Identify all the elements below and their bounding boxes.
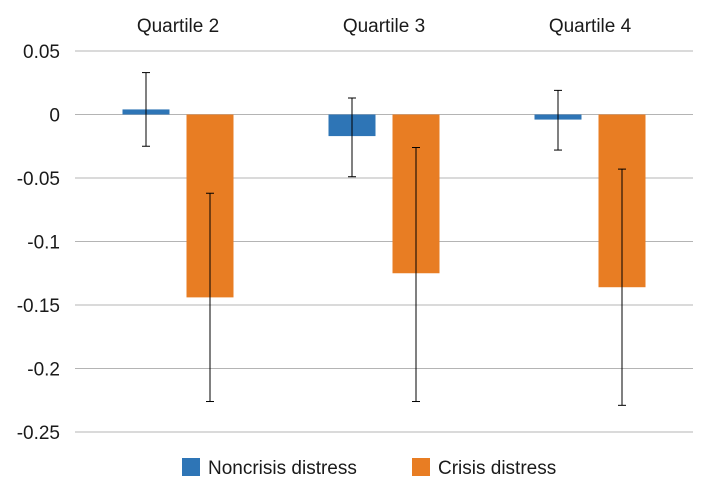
y-tick-label: -0.05 — [17, 169, 60, 190]
y-tick-label: -0.25 — [17, 423, 60, 444]
y-tick-label: 0.05 — [23, 42, 60, 63]
legend-label: Crisis distress — [438, 458, 556, 479]
y-axis-tick-labels: 0.05 0 -0.05 -0.1 -0.15 -0.2 -0.25 — [17, 42, 60, 444]
category-label: Quartile 2 — [137, 16, 219, 37]
legend: Noncrisis distress Crisis distress — [182, 458, 556, 479]
legend-swatch — [182, 458, 200, 476]
y-tick-label: -0.15 — [17, 296, 60, 317]
category-labels: Quartile 2 Quartile 3 Quartile 4 — [137, 16, 632, 37]
bars — [122, 109, 646, 298]
gridlines — [75, 50, 693, 433]
legend-label: Noncrisis distress — [208, 458, 357, 479]
category-label: Quartile 3 — [343, 16, 425, 37]
y-tick-label: -0.2 — [27, 360, 60, 381]
legend-swatch — [412, 458, 430, 476]
y-tick-label: -0.1 — [27, 233, 60, 254]
category-label: Quartile 4 — [549, 16, 632, 37]
error-bars — [142, 72, 626, 406]
y-tick-label: 0 — [49, 106, 60, 127]
